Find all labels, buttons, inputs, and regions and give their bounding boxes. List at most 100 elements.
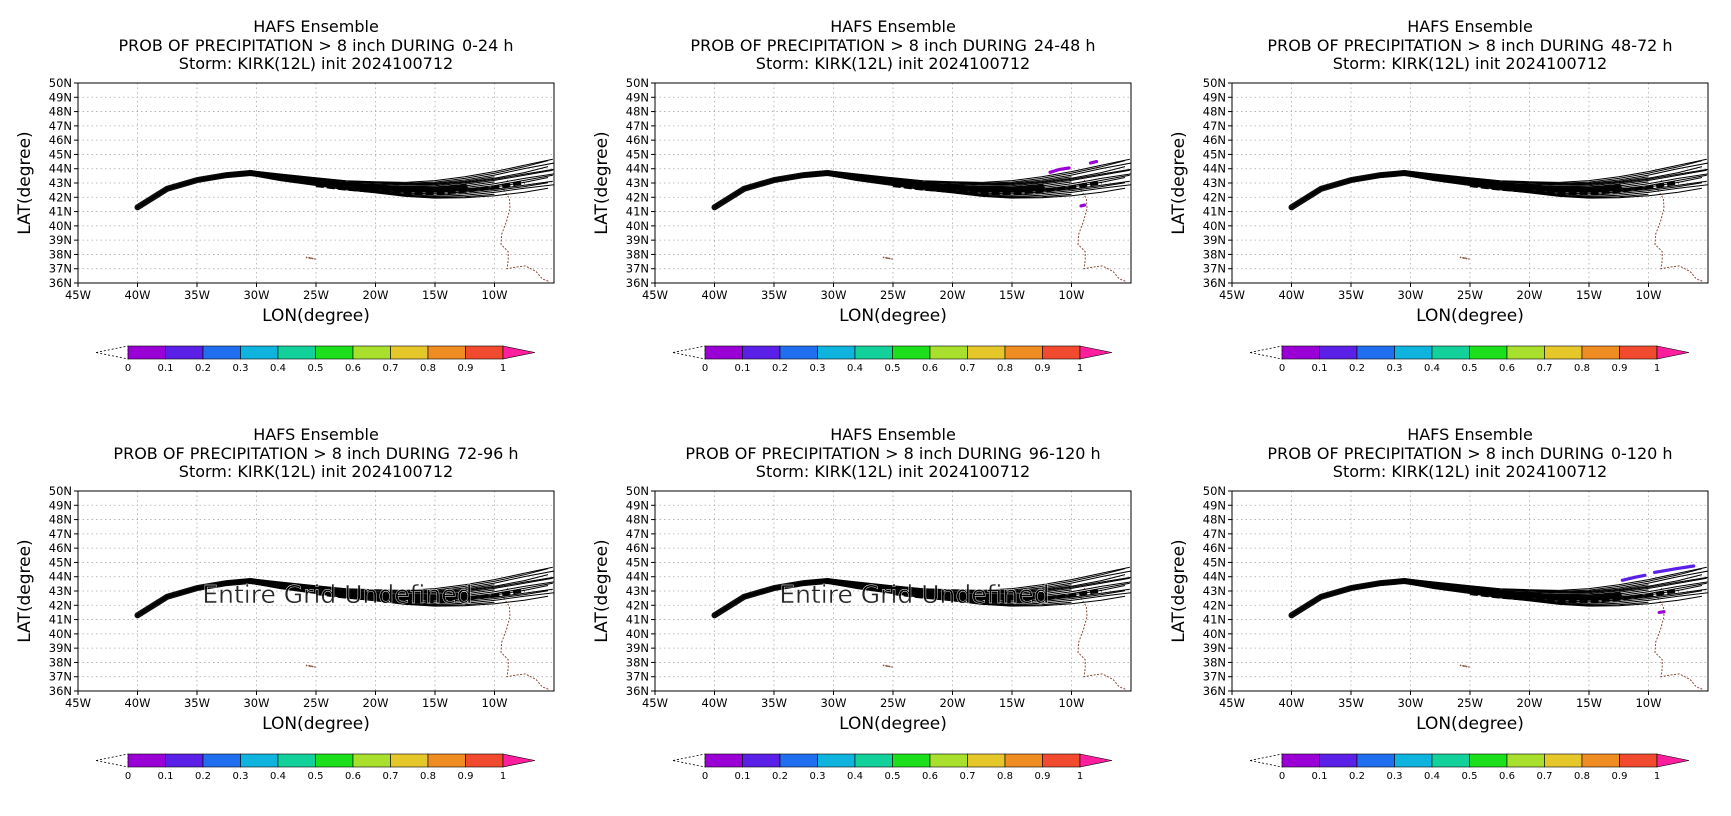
colorbar-label: 0.3 bbox=[1387, 363, 1403, 374]
undefined-grid-message: Entire Grid Undefined bbox=[779, 580, 1049, 609]
y-tick-label: 47N bbox=[49, 119, 72, 133]
probability-area bbox=[1620, 573, 1647, 582]
y-tick-label: 50N bbox=[49, 76, 72, 90]
panel-storm-line: Storm: KIRK(12L) init 2024100712 bbox=[179, 54, 453, 73]
y-tick-label: 38N bbox=[626, 655, 649, 669]
colorbar-segment bbox=[742, 753, 781, 768]
track-bundle-core bbox=[1469, 588, 1679, 603]
colorbar-under-triangle bbox=[672, 753, 706, 768]
subtitle-prefix: PROB OF PRECIPITATION > 8 inch DURING bbox=[1267, 444, 1603, 463]
colorbar-label: 0.3 bbox=[233, 771, 249, 782]
colorbar-label: 0.2 bbox=[772, 363, 788, 374]
x-tick-label: 45W bbox=[65, 288, 91, 302]
track-bundle-core bbox=[1288, 578, 1622, 619]
colorbar-label: 0.6 bbox=[345, 363, 361, 374]
y-tick-label: 43N bbox=[626, 176, 649, 190]
colorbar-label: 0 bbox=[702, 363, 708, 374]
colorbar-label: 0.6 bbox=[1499, 771, 1515, 782]
colorbar-segment bbox=[1506, 345, 1545, 360]
y-tick-label: 36N bbox=[626, 276, 649, 290]
colorbar-label: 0.5 bbox=[1462, 771, 1478, 782]
x-axis-label: LON(degree) bbox=[262, 306, 370, 326]
x-tick-label: 25W bbox=[303, 288, 329, 302]
y-tick-label: 49N bbox=[626, 498, 649, 512]
colorbar-label: 0.9 bbox=[458, 363, 474, 374]
colorbar-over-triangle bbox=[1079, 753, 1113, 768]
ensemble-tracks bbox=[711, 158, 1131, 211]
colorbar-label: 0.8 bbox=[997, 363, 1013, 374]
track-bundle-core bbox=[1469, 180, 1679, 195]
y-tick-label: 39N bbox=[1203, 641, 1226, 655]
track-bundle-core bbox=[711, 578, 1045, 619]
y-tick-label: 40N bbox=[49, 219, 72, 233]
colorbar-segment bbox=[1394, 753, 1433, 768]
colorbar-label: 0.8 bbox=[420, 771, 436, 782]
panel-title: HAFS Ensemble bbox=[830, 17, 956, 36]
colorbar-segment bbox=[465, 345, 504, 360]
track-bundle-core bbox=[711, 170, 1045, 211]
colorbar-segment bbox=[854, 345, 893, 360]
colorbar-label: 0 bbox=[125, 363, 131, 374]
panel-subtitle: PROB OF PRECIPITATION > 8 inch DURING 24-… bbox=[690, 36, 1095, 55]
x-tick-label: 30W bbox=[1397, 696, 1423, 710]
x-tick-label: 15W bbox=[422, 288, 448, 302]
y-tick-label: 36N bbox=[49, 276, 72, 290]
colorbar-segment bbox=[854, 753, 893, 768]
colorbar-label: 1 bbox=[1077, 363, 1083, 374]
island-azores bbox=[886, 665, 893, 668]
subtitle-period: 72-96 h bbox=[457, 444, 519, 463]
colorbar-label: 0.1 bbox=[158, 771, 174, 782]
colorbar-label: 0.2 bbox=[772, 771, 788, 782]
y-tick-label: 45N bbox=[1203, 147, 1226, 161]
y-tick-label: 37N bbox=[49, 262, 72, 276]
colorbar-segment bbox=[315, 753, 354, 768]
x-tick-label: 10W bbox=[1635, 288, 1661, 302]
colorbar-segment bbox=[277, 345, 316, 360]
colorbar-segment bbox=[1004, 345, 1043, 360]
colorbar-over-triangle bbox=[1656, 753, 1690, 768]
y-tick-label: 50N bbox=[626, 484, 649, 498]
colorbar-segment bbox=[352, 753, 391, 768]
y-tick-label: 38N bbox=[626, 247, 649, 261]
x-axis-label: LON(degree) bbox=[262, 714, 370, 734]
colorbar-segment bbox=[1469, 753, 1508, 768]
y-tick-label: 46N bbox=[626, 133, 649, 147]
panel-subtitle: PROB OF PRECIPITATION > 8 inch DURING 0-1… bbox=[1267, 444, 1672, 463]
y-tick-label: 46N bbox=[49, 541, 72, 555]
colorbar-segment bbox=[165, 345, 204, 360]
x-tick-label: 20W bbox=[362, 288, 388, 302]
x-tick-label: 10W bbox=[1058, 696, 1084, 710]
colorbar-label: 0.5 bbox=[885, 363, 901, 374]
colorbar-over-triangle bbox=[1656, 345, 1690, 360]
colorbar-label: 0.2 bbox=[1349, 771, 1365, 782]
colorbar-label: 0.9 bbox=[1035, 771, 1051, 782]
colorbar-segment bbox=[892, 753, 931, 768]
colorbar-segment bbox=[1042, 345, 1081, 360]
y-tick-label: 47N bbox=[626, 119, 649, 133]
y-tick-label: 45N bbox=[1203, 555, 1226, 569]
colorbar-segment bbox=[779, 345, 818, 360]
y-tick-label: 41N bbox=[1203, 205, 1226, 219]
coastline-iberia bbox=[1077, 179, 1127, 283]
colorbar-segment bbox=[704, 345, 743, 360]
axis-ticks: 45W 40W 35W 30W 25W 20W 15W 10W36N37N38N39N40N4… bbox=[1203, 76, 1662, 302]
colorbar-label: 0.2 bbox=[195, 771, 211, 782]
y-tick-label: 38N bbox=[1203, 247, 1226, 261]
colorbar-label: 0 bbox=[1279, 771, 1285, 782]
colorbar-segment bbox=[1004, 753, 1043, 768]
colorbar-label: 0.3 bbox=[1387, 771, 1403, 782]
y-axis-label: LAT(degree) bbox=[1169, 539, 1189, 642]
probability-area bbox=[1652, 564, 1696, 575]
y-tick-label: 41N bbox=[626, 205, 649, 219]
y-tick-label: 42N bbox=[626, 598, 649, 612]
colorbar-segment bbox=[1469, 345, 1508, 360]
track-bundle-core bbox=[315, 588, 525, 603]
coastline-iberia bbox=[1654, 587, 1704, 691]
x-tick-label: 20W bbox=[939, 696, 965, 710]
x-tick-label: 10W bbox=[1058, 288, 1084, 302]
colorbar-over-triangle bbox=[502, 345, 536, 360]
y-tick-label: 36N bbox=[626, 684, 649, 698]
x-tick-label: 20W bbox=[1516, 696, 1542, 710]
colorbar-label: 0.5 bbox=[308, 363, 324, 374]
